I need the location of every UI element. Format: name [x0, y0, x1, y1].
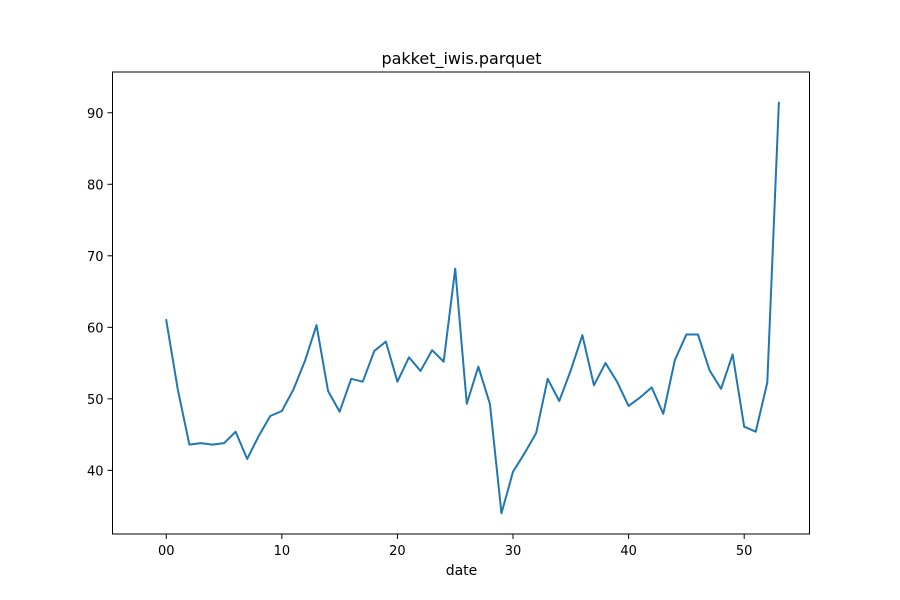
- data-point: [443, 361, 445, 363]
- data-point: [558, 400, 560, 402]
- data-point: [581, 334, 583, 336]
- data-point: [477, 366, 479, 368]
- data-point: [396, 381, 398, 383]
- data-point: [350, 378, 352, 380]
- data-point: [223, 442, 225, 444]
- data-point: [732, 353, 734, 355]
- data-point: [420, 370, 422, 372]
- data-point: [339, 411, 341, 413]
- data-point: [593, 384, 595, 386]
- x-tick-label: 50: [736, 544, 753, 559]
- data-point: [466, 403, 468, 405]
- data-point: [165, 319, 167, 321]
- data-point: [489, 403, 491, 405]
- data-point: [674, 359, 676, 361]
- data-point: [454, 268, 456, 270]
- data-point: [385, 341, 387, 343]
- y-tick-label: 40: [87, 464, 104, 479]
- data-point: [604, 362, 606, 364]
- data-point: [269, 415, 271, 417]
- y-tick-label: 60: [87, 321, 104, 336]
- x-tick-label: 30: [505, 544, 522, 559]
- data-point: [316, 324, 318, 326]
- data-point: [709, 369, 711, 371]
- y-axis: 40 50 60 70 80 90: [87, 107, 113, 479]
- y-tick-label: 90: [87, 107, 104, 122]
- x-tick-label: 10: [274, 544, 291, 559]
- data-point: [755, 431, 757, 433]
- x-tick-label: 20: [389, 544, 406, 559]
- x-axis-label: date: [446, 563, 478, 579]
- y-tick-label: 70: [87, 250, 104, 265]
- chart-title: pakket_iwis.parquet: [381, 49, 541, 69]
- data-point: [292, 389, 294, 391]
- data-point: [524, 452, 526, 454]
- data-point: [743, 426, 745, 428]
- x-tick-label: 00: [158, 544, 175, 559]
- data-point: [431, 349, 433, 351]
- data-point: [697, 333, 699, 335]
- data-point: [373, 350, 375, 352]
- plot-frame: [112, 71, 810, 535]
- data-point: [570, 369, 572, 371]
- data-point: [304, 360, 306, 362]
- data-point: [535, 432, 537, 434]
- data-point: [720, 388, 722, 390]
- data-point: [177, 389, 179, 391]
- data-point: [685, 333, 687, 335]
- data-point: [500, 512, 502, 514]
- plot-area: [112, 72, 810, 534]
- data-point: [778, 102, 780, 104]
- data-point: [235, 431, 237, 433]
- series-line: [165, 101, 780, 515]
- data-point: [616, 381, 618, 383]
- data-point: [258, 435, 260, 437]
- x-tick-label: 40: [620, 544, 637, 559]
- data-point: [628, 405, 630, 407]
- data-point: [281, 410, 283, 412]
- data-point: [766, 381, 768, 383]
- y-tick-label: 80: [87, 178, 104, 193]
- data-point: [662, 413, 664, 415]
- data-point: [639, 396, 641, 398]
- data-point: [188, 444, 190, 446]
- x-axis: 00 10 20 30 40 50: [158, 534, 752, 559]
- y-tick-label: 50: [87, 393, 104, 408]
- data-point: [547, 378, 549, 380]
- data-point: [651, 386, 653, 388]
- data-point: [512, 471, 514, 473]
- data-point: [200, 442, 202, 444]
- data-point: [246, 458, 248, 460]
- data-point: [327, 390, 329, 392]
- data-point: [211, 444, 213, 446]
- data-point: [362, 381, 364, 383]
- data-point: [408, 356, 410, 358]
